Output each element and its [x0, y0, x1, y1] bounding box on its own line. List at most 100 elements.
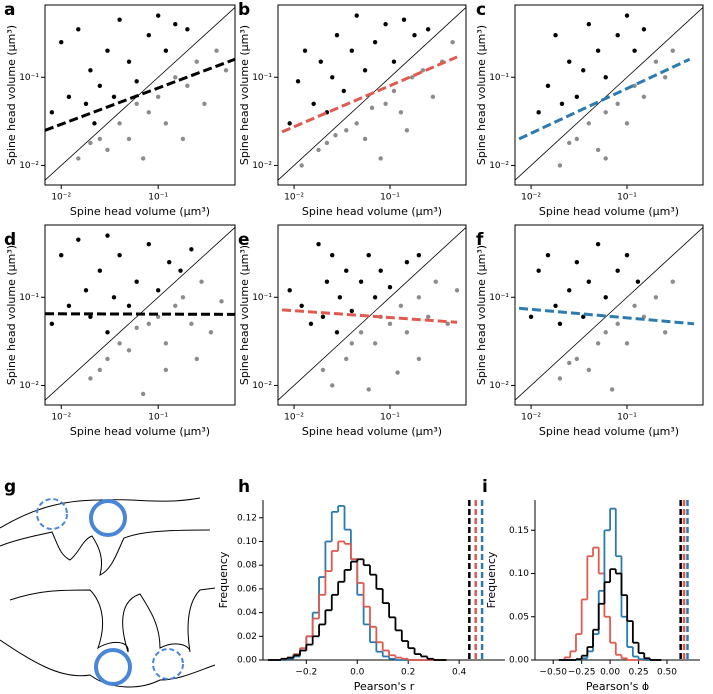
scatter-point — [545, 252, 551, 258]
x-tick-label: 10⁻² — [284, 413, 304, 423]
identity-line — [514, 7, 704, 181]
scatter-point — [586, 279, 592, 284]
scatter-point — [155, 13, 161, 18]
y-tick-label: 10⁻¹ — [19, 73, 39, 83]
scatter-point — [199, 279, 204, 284]
scatter-point — [387, 321, 393, 327]
scatter-point — [445, 321, 450, 327]
scatter-point — [126, 59, 132, 64]
dendrite-outline — [0, 497, 201, 529]
scatter-point — [581, 314, 586, 320]
scatter-point — [349, 48, 355, 53]
scatter-point — [409, 75, 415, 80]
y-tick-label: 10⁻¹ — [489, 293, 509, 303]
scatter-point — [404, 259, 410, 265]
scatter-point — [76, 237, 81, 242]
scatter-point — [595, 48, 601, 53]
scatter-point — [372, 295, 378, 300]
scatter-point — [574, 94, 580, 100]
x-tick-label: −0.2 — [295, 668, 317, 678]
fit-line — [281, 55, 458, 134]
scatter-point — [97, 367, 103, 373]
scatter-point — [603, 75, 608, 80]
scatter-point — [320, 367, 326, 373]
scatter-point — [88, 68, 93, 73]
scatter-point — [420, 68, 426, 73]
x-tick-label: 10⁻¹ — [380, 413, 400, 423]
scatter-point — [83, 288, 89, 293]
x-tick-label: 10⁻² — [521, 193, 541, 203]
scatter-point — [595, 241, 601, 247]
scatter-point — [334, 32, 340, 38]
y-tick-label: 10⁻¹ — [19, 293, 39, 303]
panel-histogram: i −0.50 −0.25 0.00 0.25 0.50 0.00 0.05 0.10 0.15 P… — [482, 477, 700, 693]
scatter-point — [609, 387, 615, 392]
panel-histogram: h −0.2 0.0 0.2 0.4 0.00 0.02 0.04 0.06 0.08 0.10 0.… — [217, 477, 505, 693]
scatter-point — [557, 376, 563, 381]
x-tick-label: 0.0 — [350, 668, 365, 678]
y-tick-label: 0.08 — [237, 561, 257, 571]
scatter-point — [324, 140, 330, 146]
y-tick-label: 0.10 — [237, 537, 257, 547]
scatter-point — [586, 21, 592, 27]
scatter-point — [557, 163, 563, 168]
scatter-point — [603, 156, 608, 161]
scatter-point — [553, 32, 558, 38]
scatter-point — [66, 94, 72, 100]
scatter-point — [553, 303, 558, 309]
scatter-point — [430, 94, 436, 100]
scatter-point — [299, 163, 304, 168]
scatter-point — [635, 279, 641, 284]
axes-frame — [514, 4, 704, 186]
scatter-point — [557, 321, 563, 327]
scatter-point — [372, 341, 378, 346]
scatter-point — [416, 252, 422, 258]
scatter-point — [287, 288, 292, 293]
scatter-point — [83, 101, 89, 107]
scatter-point — [155, 288, 161, 293]
y-axis-label: Spine head volume (μm³) — [5, 245, 18, 385]
scatter-point — [603, 110, 608, 115]
scatter-point — [624, 252, 630, 258]
scatter-point — [208, 330, 214, 335]
axes-frame — [44, 4, 236, 186]
scatter-point — [163, 121, 169, 126]
scatter-point — [219, 299, 224, 304]
x-axis-label: Spine head volume (μm³) — [302, 205, 442, 218]
x-axis-label: Spine head volume (μm³) — [539, 425, 679, 438]
scatter-point — [97, 268, 103, 273]
x-tick-label: 0.2 — [401, 668, 415, 678]
scatter-point — [341, 88, 347, 94]
scatter-point — [180, 136, 186, 142]
x-tick-label: 10⁻² — [51, 413, 71, 423]
scatter-point — [567, 360, 572, 366]
scatter-point — [586, 121, 592, 126]
scatter-point — [567, 288, 572, 293]
x-axis-label: Spine head volume (μm³) — [70, 205, 210, 218]
scatter-point — [324, 279, 330, 284]
identity-line — [44, 7, 236, 181]
scatter-point — [383, 101, 388, 107]
scatter-point — [615, 321, 620, 327]
scatter-point — [581, 68, 586, 73]
scatter-point — [362, 68, 368, 73]
scatter-point — [163, 48, 169, 53]
scatter-point — [372, 39, 378, 45]
x-tick-label: 10⁻¹ — [380, 193, 400, 203]
y-tick-label: 0.06 — [237, 584, 257, 594]
scatter-point — [49, 110, 55, 115]
scatter-point — [574, 356, 580, 362]
y-tick-label: 0.04 — [237, 608, 257, 618]
scatter-point — [117, 341, 122, 346]
scatter-point — [358, 279, 364, 284]
scatter-point — [189, 321, 194, 327]
scatter-point — [111, 295, 117, 300]
scatter-point — [178, 268, 183, 273]
axes-frame — [514, 224, 704, 406]
scatter-point — [574, 136, 580, 142]
scatter-point — [545, 83, 551, 89]
fit-line — [44, 312, 236, 316]
scatter-point — [603, 295, 608, 300]
